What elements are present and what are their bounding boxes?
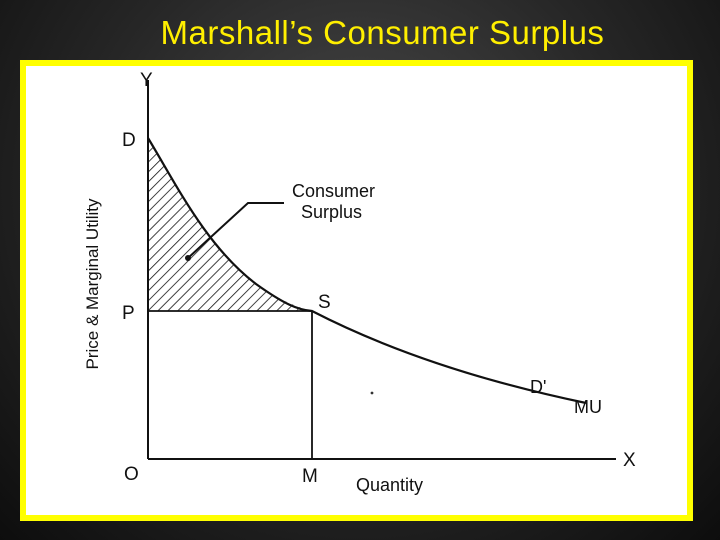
annotation-line-2: Surplus	[301, 202, 362, 222]
point-d-prime-label: D'	[530, 377, 546, 397]
y-axis-letter: Y	[140, 70, 153, 91]
point-p-label: P	[122, 303, 135, 324]
mu-label: MU	[574, 397, 602, 417]
point-m-label: M	[302, 466, 318, 487]
annotation-line-1: Consumer	[292, 181, 375, 201]
y-axis-title: Price & Marginal Utility	[83, 198, 102, 369]
consumer-surplus-diagram: Y X O D P S M D' MU Consumer Surplus Qua…	[83, 70, 636, 495]
annotation-dot	[185, 255, 191, 261]
diagram-frame: Y X O D P S M D' MU Consumer Surplus Qua…	[20, 60, 693, 521]
x-axis-title: Quantity	[356, 475, 423, 495]
point-d-label: D	[122, 130, 136, 151]
slide-title: Marshall’s Consumer Surplus	[160, 14, 605, 51]
demand-curve	[147, 137, 587, 405]
x-axis-letter: X	[623, 450, 636, 471]
stray-dot	[370, 391, 374, 395]
annotation-pointer	[187, 202, 284, 259]
point-s-label: S	[318, 292, 331, 313]
origin-label: O	[124, 464, 139, 485]
consumer-surplus-area	[148, 138, 312, 311]
